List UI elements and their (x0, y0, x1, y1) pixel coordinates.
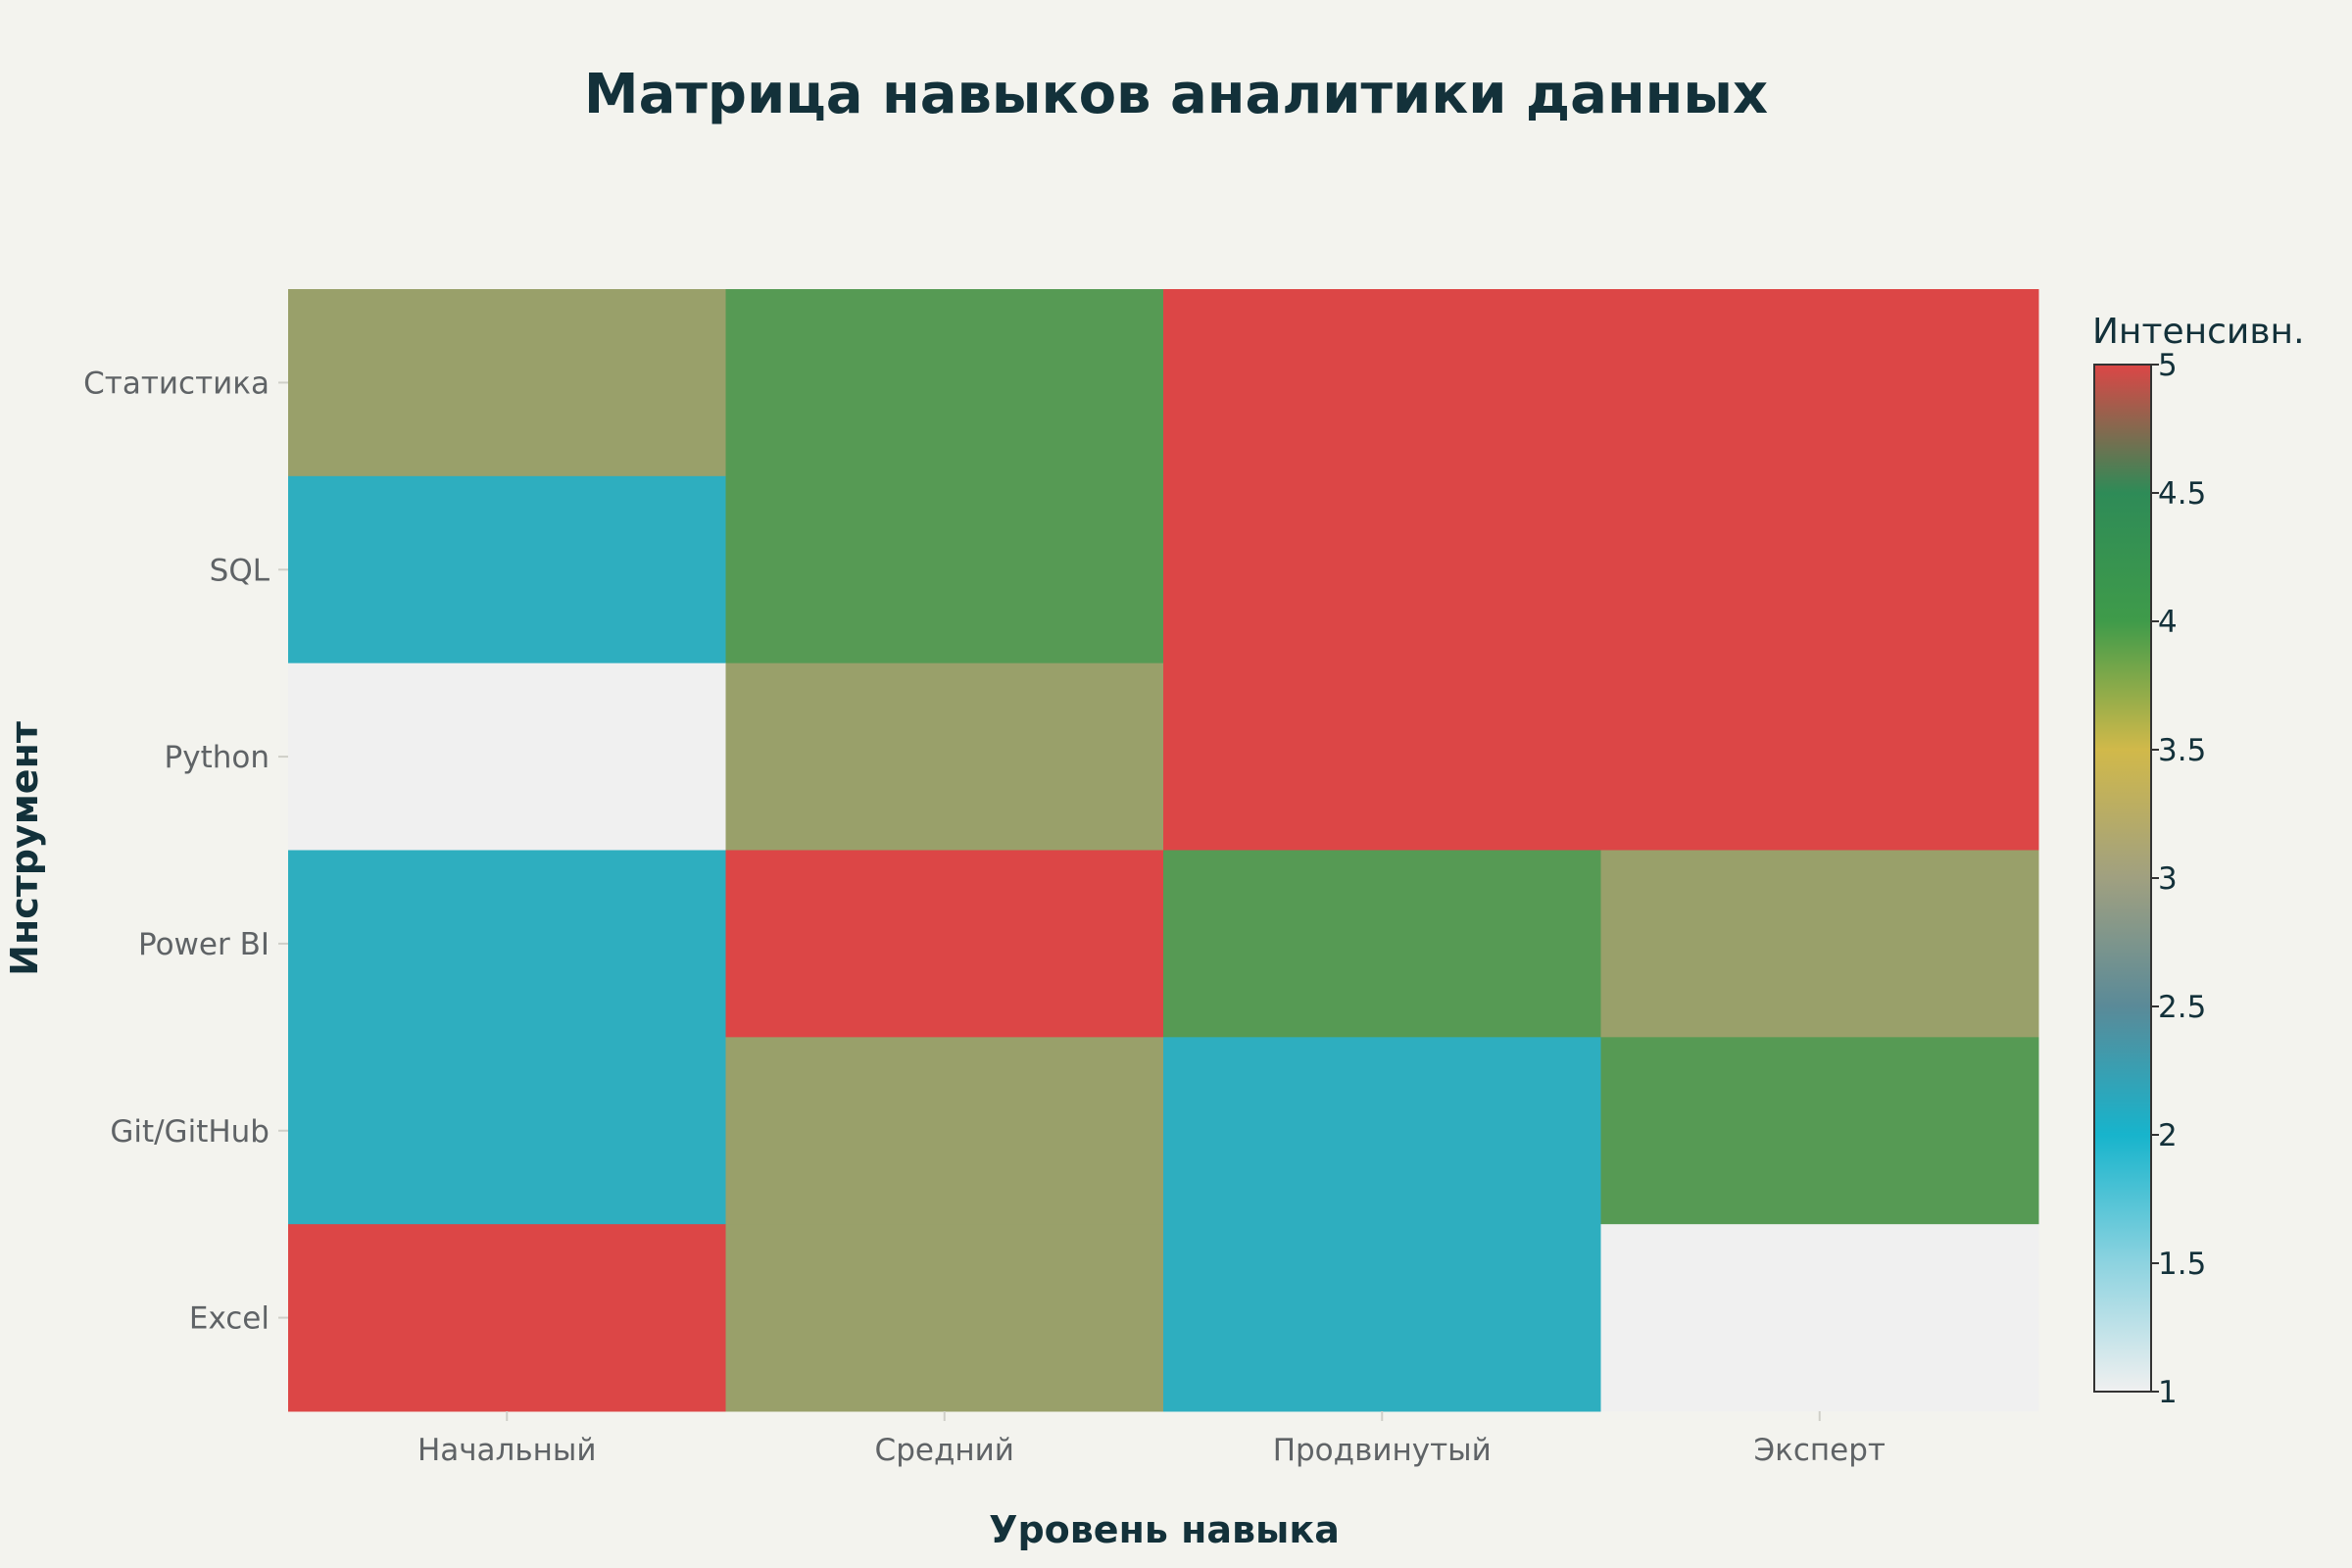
colorbar: Интенсивн. 1 1.5 2 2.5 3 3.5 4 4.5 5 (2092, 312, 2305, 1410)
heatmap-cell (1600, 850, 2039, 1038)
colorbar-tick-label: 4.5 (2158, 476, 2206, 512)
colorbar-title: Интенсивн. (2092, 312, 2305, 352)
heatmap-cell (1163, 1224, 1601, 1412)
heatmap-cell (725, 662, 1164, 851)
heatmap-cell (288, 850, 726, 1038)
y-tick-label: Excel (189, 1301, 270, 1337)
colorbar-tick-label: 3 (2158, 861, 2178, 897)
colorbar-tick-label: 3.5 (2158, 733, 2206, 768)
colorbar-gradient (2093, 364, 2152, 1393)
y-axis-ticks: Статистика SQL Python Power BI Git/GitHub Exc… (83, 366, 288, 1337)
heatmap-cell (1163, 475, 1601, 664)
y-tick-label: Python (165, 740, 270, 775)
heatmap-cell (725, 1037, 1164, 1225)
colorbar-tick-label: 1 (2158, 1375, 2178, 1410)
heatmap-cell (1600, 662, 2039, 851)
x-axis-title: Уровень навыка (989, 1508, 1340, 1551)
x-tick-label: Продвинутый (1273, 1433, 1492, 1468)
heatmap-cell (725, 475, 1164, 664)
y-tick-label: Git/GitHub (110, 1114, 270, 1150)
x-tick-label: Средний (875, 1433, 1014, 1468)
heatmap-cell (288, 475, 726, 664)
heatmap-cell (288, 1037, 726, 1225)
heatmap-cell (1600, 289, 2039, 477)
heatmap-cell (288, 662, 726, 851)
heatmap-cell (725, 1224, 1164, 1412)
x-tick-label: Начальный (417, 1433, 597, 1468)
colorbar-tick-label: 2 (2158, 1118, 2178, 1153)
colorbar-ticks: 1 1.5 2 2.5 3 3.5 4 4.5 5 (2151, 348, 2206, 1410)
chart-title: Матрица навыков аналитики данных (584, 63, 1768, 126)
colorbar-tick-label: 1.5 (2158, 1247, 2206, 1282)
y-axis-title: Инструмент (3, 721, 46, 976)
heatmap-cell (288, 289, 726, 477)
x-axis-ticks: Начальный Средний Продвинутый Эксперт (417, 1411, 1886, 1468)
heatmap-cell (725, 289, 1164, 477)
heatmap-cell (288, 1224, 726, 1412)
colorbar-tick-label: 2.5 (2158, 990, 2206, 1025)
y-tick-label: Статистика (83, 366, 270, 401)
heatmap-cell (1163, 1037, 1601, 1225)
colorbar-tick-label: 4 (2158, 605, 2178, 640)
colorbar-tick-label: 5 (2158, 348, 2178, 383)
heatmap-cell (1163, 289, 1601, 477)
heatmap-cell (1600, 475, 2039, 664)
heatmap-cells (288, 289, 2039, 1412)
y-tick-label: SQL (210, 553, 270, 588)
heatmap-cell (725, 850, 1164, 1038)
heatmap-cell (1163, 850, 1601, 1038)
x-tick-label: Эксперт (1754, 1433, 1886, 1468)
heatmap-cell (1163, 662, 1601, 851)
y-tick-label: Power BI (138, 927, 270, 962)
heatmap-cell (1600, 1224, 2039, 1412)
heatmap-cell (1600, 1037, 2039, 1225)
